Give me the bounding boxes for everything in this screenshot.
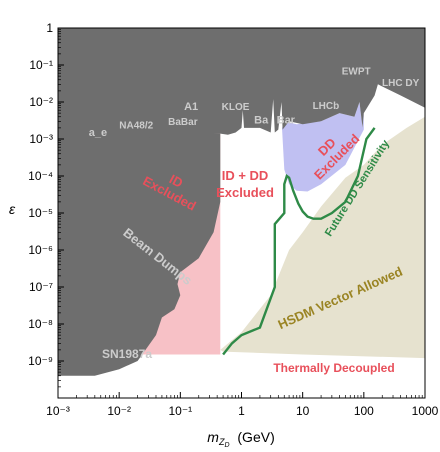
y-tick-label: 10⁻¹ xyxy=(29,58,53,72)
y-tick-label: 1 xyxy=(46,21,53,35)
experiment-label-4: KLOE xyxy=(222,102,250,113)
y-tick-label: 10⁻⁵ xyxy=(28,206,53,220)
x-axis-ticks: 10⁻³ 10⁻² 10⁻¹ 1 10 100 1000 xyxy=(46,392,439,418)
thermally-decoupled-label: Thermally Decoupled xyxy=(273,361,394,375)
x-tick-label: 10⁻¹ xyxy=(168,404,192,418)
y-tick-label: 10⁻⁶ xyxy=(28,243,53,257)
x-tick-label: 10 xyxy=(296,404,310,418)
experiment-label-0: a_e xyxy=(89,127,107,139)
experiment-label-3: BaBar xyxy=(168,117,198,128)
collider-excluded-region xyxy=(58,28,425,143)
sn1987a-label: SN1987a xyxy=(102,347,152,361)
y-tick-label: 10⁻⁹ xyxy=(28,354,53,368)
id-dd-excluded-label: ID + DD Excluded xyxy=(216,168,274,200)
x-tick-label: 100 xyxy=(354,404,374,418)
y-axis-ticks: 1 10⁻¹ 10⁻² 10⁻³ 10⁻⁴ 10⁻⁵ 10⁻⁶ 10⁻⁷ 10⁻⁸ 10⁻⁹ xyxy=(28,21,64,388)
y-tick-label: 10⁻³ xyxy=(29,132,53,146)
x-tick-label: 1000 xyxy=(412,404,439,418)
y-tick-label: 10⁻² xyxy=(29,95,53,109)
x-axis-label: mZD (GeV) xyxy=(207,429,274,449)
experiment-label-8: EWPT xyxy=(342,67,371,78)
y-tick-label: 10⁻⁴ xyxy=(28,169,53,183)
y-axis-label: ε xyxy=(9,201,16,217)
experiment-label-6: Bar xyxy=(277,115,296,127)
experiment-label-2: A1 xyxy=(184,101,198,113)
dd-excluded-region xyxy=(282,102,364,192)
y-tick-label: 10⁻⁸ xyxy=(28,317,53,331)
experiment-label-1: NA48/2 xyxy=(119,121,153,132)
x-tick-label: 10⁻³ xyxy=(46,404,70,418)
experiment-label-7: LHCb xyxy=(313,101,340,112)
x-tick-label: 10⁻² xyxy=(107,404,131,418)
beam-dumps-region xyxy=(58,132,221,376)
y-tick-label: 10⁻⁷ xyxy=(29,280,53,294)
experiment-label-9: LHC DY xyxy=(382,78,420,89)
experiment-label-5: Ba xyxy=(254,115,269,127)
x-tick-label: 1 xyxy=(238,404,245,418)
future-dd-sensitivity-line xyxy=(222,127,376,356)
